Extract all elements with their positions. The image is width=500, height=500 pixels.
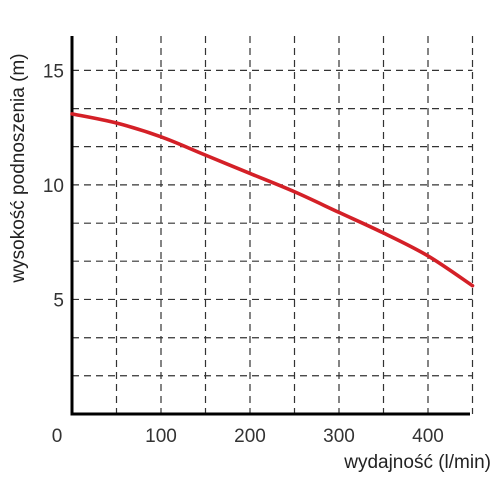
gridlines [72,36,474,414]
series-layer [70,112,475,288]
x-tick-label-0: 0 [52,426,63,447]
series-line-0 [70,112,475,288]
x-tick-label-3: 300 [323,426,355,447]
x-tick-label-4: 400 [412,426,444,447]
axes [70,36,470,416]
x-axis-title: wydajność (l/min) [343,452,491,473]
y-tick-label-1: 10 [43,176,64,197]
y-tick-label-2: 15 [43,61,64,82]
y-tick-label-0: 5 [53,290,64,311]
x-tick-label-2: 200 [234,426,266,447]
x-tick-label-1: 100 [145,426,177,447]
x-tick-labels: 0 100 200 300 400 [52,426,444,447]
y-axis-title: wysokość podnoszenia (m) [8,53,29,283]
y-tick-labels: 5 10 15 [43,61,64,311]
